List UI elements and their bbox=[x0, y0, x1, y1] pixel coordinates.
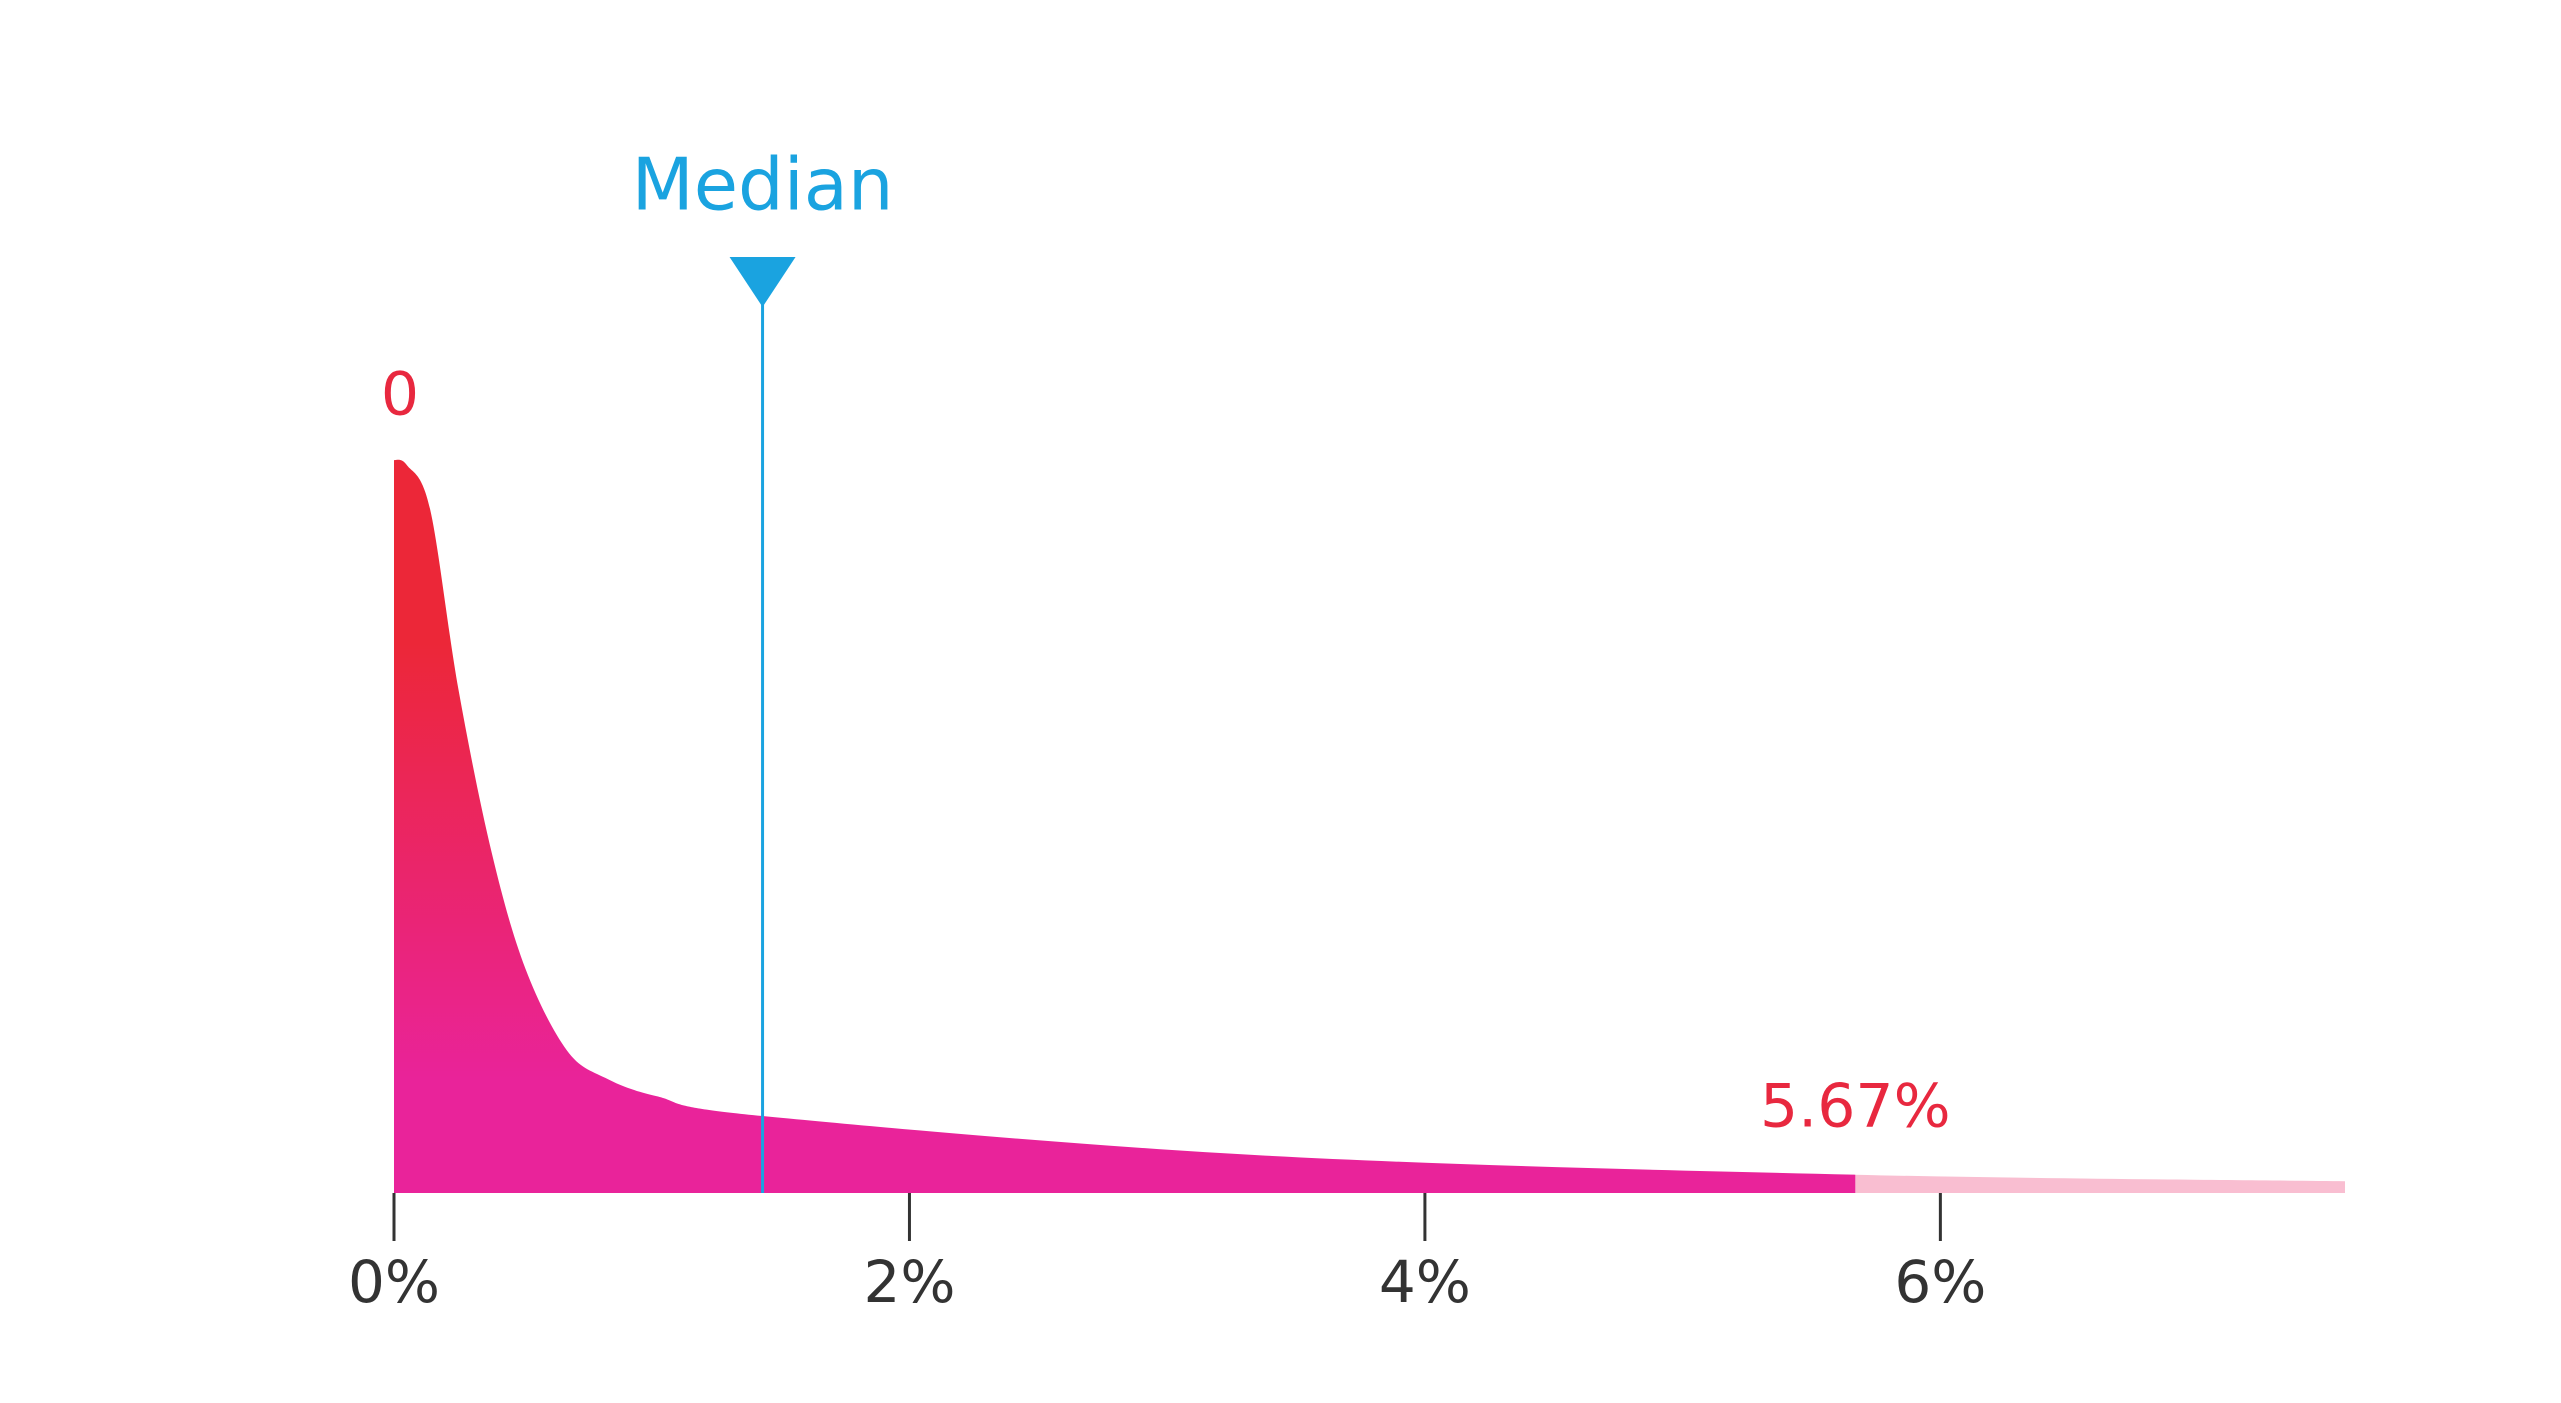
peak-label: 0 bbox=[381, 360, 419, 430]
median-marker bbox=[729, 257, 796, 307]
area-tail bbox=[1855, 1174, 2345, 1193]
x-tick-label: 0% bbox=[348, 1248, 440, 1316]
x-tick-label: 2% bbox=[863, 1248, 955, 1316]
area bbox=[394, 459, 1856, 1193]
threshold-label: 5.67% bbox=[1760, 1072, 1951, 1142]
x-tick-label: 4% bbox=[1379, 1248, 1471, 1316]
x-tick-label: 6% bbox=[1894, 1248, 1986, 1316]
median-label: Median bbox=[632, 143, 894, 227]
